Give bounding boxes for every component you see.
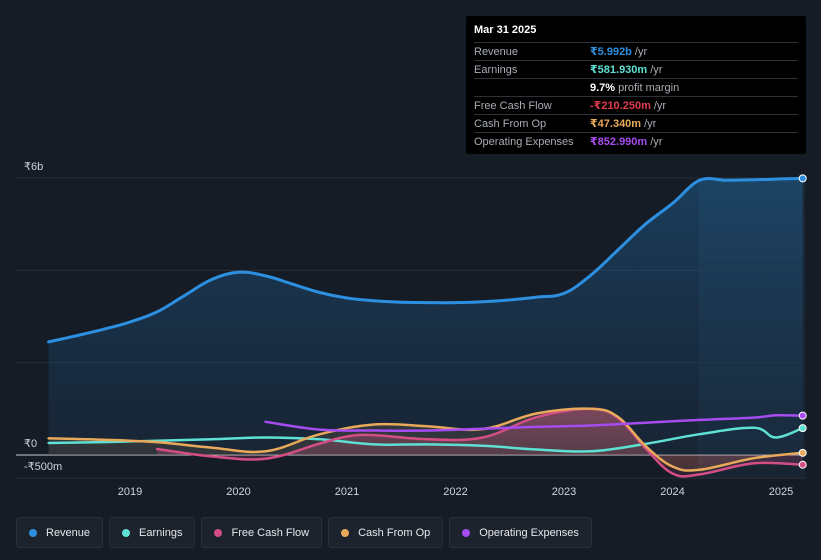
legend-dot-icon — [122, 528, 131, 537]
free-cash-flow-area — [157, 408, 803, 477]
tooltip-row-label: Operating Expenses — [474, 135, 574, 148]
operating-expenses-line — [264, 413, 804, 432]
tooltip-row-unit: /yr — [650, 135, 663, 148]
tooltip-row-label: Revenue — [474, 45, 519, 58]
y-axis-top-label: ₹6b — [24, 161, 43, 173]
earnings-end-point — [798, 424, 807, 433]
tooltip-row-value: ₹5.992b — [590, 46, 632, 58]
y-axis-zero-label: ₹0 — [24, 438, 37, 450]
legend-item-revenue[interactable]: Revenue — [16, 517, 104, 548]
tooltip-row-value: 9.7% — [590, 81, 616, 94]
tooltip-row: Revenue ₹5.992b/yr — [474, 42, 798, 60]
legend-dot-icon — [214, 528, 223, 537]
free-cash-flow-end-point — [798, 460, 807, 469]
legend-item-earnings[interactable]: Earnings — [109, 517, 196, 548]
tooltip-row-label: Free Cash Flow — [474, 99, 552, 112]
legend: Revenue Earnings Free Cash Flow Cash From O… — [16, 517, 592, 548]
x-tick-label: 2024 — [660, 486, 684, 498]
tooltip-date: Mar 31 2025 — [474, 24, 537, 36]
tooltip-row: Free Cash Flow -₹210.250m/yr — [474, 96, 798, 114]
financials-chart: ₹6b ₹0 -₹500m 2019 2020 2021 2022 2023 2024 20… — [16, 161, 807, 498]
tooltip-row-value: ₹581.930m — [590, 64, 648, 76]
tooltip: Mar 31 2025 Revenue ₹5.992b/yr Earnings ₹58… — [466, 16, 806, 154]
tooltip-row-value: ₹852.990m — [590, 136, 648, 148]
tooltip-row-unit: /yr — [644, 117, 657, 130]
legend-label: Operating Expenses — [479, 526, 579, 539]
x-tick-label: 2021 — [335, 486, 359, 498]
cash-from-op-end-point — [798, 448, 807, 457]
legend-item-operating-expenses[interactable]: Operating Expenses — [449, 517, 592, 548]
legend-dot-icon — [341, 528, 350, 537]
tooltip-row: Operating Expenses ₹852.990m/yr — [474, 132, 798, 150]
revenue-end-point — [798, 174, 807, 183]
tooltip-row-label: Cash From Op — [474, 117, 547, 130]
legend-label: Earnings — [139, 526, 183, 539]
tooltip-row-unit: /yr — [653, 99, 667, 112]
legend-label: Cash From Op — [358, 526, 431, 539]
x-tick-label: 2019 — [118, 486, 142, 498]
x-tick-label: 2022 — [443, 486, 467, 498]
legend-label: Free Cash Flow — [231, 526, 310, 539]
tooltip-row: Cash From Op ₹47.340m/yr — [474, 114, 798, 132]
legend-label: Revenue — [46, 526, 91, 539]
revenue-line — [47, 176, 805, 344]
tooltip-row-unit: profit margin — [618, 81, 680, 94]
legend-item-free-cash-flow[interactable]: Free Cash Flow — [201, 517, 323, 548]
revenue-area — [48, 178, 803, 455]
earnings-line — [47, 426, 804, 453]
x-tick-label: 2023 — [552, 486, 576, 498]
tooltip-row-label: Earnings — [474, 63, 518, 76]
tooltip-row: Earnings ₹581.930m/yr — [474, 60, 798, 78]
tooltip-row: 9.7% profit margin — [474, 78, 798, 96]
y-axis-bottom-label: -₹500m — [24, 461, 62, 473]
operating-expenses-end-point — [798, 411, 807, 420]
tooltip-row-unit: /yr — [634, 45, 648, 58]
tooltip-row-value: ₹47.340m — [590, 118, 642, 130]
tooltip-row-unit: /yr — [650, 63, 663, 76]
legend-dot-icon — [29, 528, 37, 537]
legend-dot-icon — [462, 528, 471, 537]
x-tick-label: 2020 — [226, 486, 250, 498]
x-tick-label: 2025 — [769, 486, 793, 498]
legend-item-cash-from-op[interactable]: Cash From Op — [328, 517, 444, 548]
tooltip-row-value: -₹210.250m — [590, 100, 651, 112]
